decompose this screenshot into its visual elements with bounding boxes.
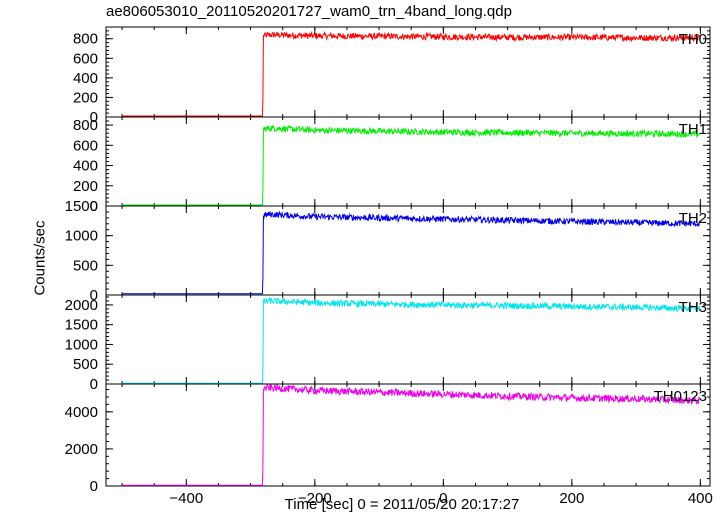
series-line-th0 <box>122 30 701 117</box>
x-tick-label: 0 <box>439 490 447 507</box>
y-tick-label: 1500 <box>65 317 98 334</box>
y-tick-label: 400 <box>73 70 98 87</box>
y-tick-label: 1000 <box>65 336 98 353</box>
y-tick-label: 500 <box>73 356 98 373</box>
y-tick-label: 2000 <box>65 441 98 458</box>
y-tick-label: 0 <box>90 198 98 215</box>
y-tick-label: 0 <box>90 478 98 495</box>
series-line-th2 <box>122 210 701 295</box>
x-tick-label: 200 <box>559 490 584 507</box>
panel-frame-th0 <box>105 26 711 118</box>
y-tick-label: 600 <box>73 137 98 154</box>
series-line-th3 <box>122 296 701 384</box>
x-tick-label: −400 <box>169 490 203 507</box>
y-tick-label: 1500 <box>65 198 98 215</box>
series-line-th1 <box>122 123 701 206</box>
series-label-th1: TH1 <box>679 121 707 138</box>
x-axis-label: Time [sec] 0 = 2011/05/20 20:17:27 <box>284 496 520 513</box>
series-label-th0123: TH0123 <box>654 388 707 405</box>
y-tick-label: 0 <box>90 287 98 304</box>
series-label-th2: TH2 <box>679 210 707 227</box>
series-line-th0123 <box>122 383 701 486</box>
x-tick-label: 400 <box>688 490 713 507</box>
y-tick-label: 500 <box>73 257 98 274</box>
y-tick-label: 4000 <box>65 404 98 421</box>
x-tick-label: −200 <box>298 490 332 507</box>
y-tick-label: 0 <box>90 109 98 126</box>
y-tick-label: 200 <box>73 89 98 106</box>
series-label-th0: TH0 <box>679 31 707 48</box>
y-tick-label: 2000 <box>65 297 98 314</box>
y-tick-label: 400 <box>73 158 98 175</box>
series-label-th3: TH3 <box>679 299 707 316</box>
y-tick-label: 1000 <box>65 228 98 245</box>
panel-frame-th0123 <box>105 383 711 487</box>
y-tick-label: 600 <box>73 50 98 67</box>
y-tick-label: 0 <box>90 376 98 393</box>
y-tick-label: 200 <box>73 178 98 195</box>
chart-title: ae806053010_20110520201727_wam0_trn_4ban… <box>106 3 512 20</box>
y-tick-label: 800 <box>73 31 98 48</box>
y-tick-label: 800 <box>73 117 98 134</box>
